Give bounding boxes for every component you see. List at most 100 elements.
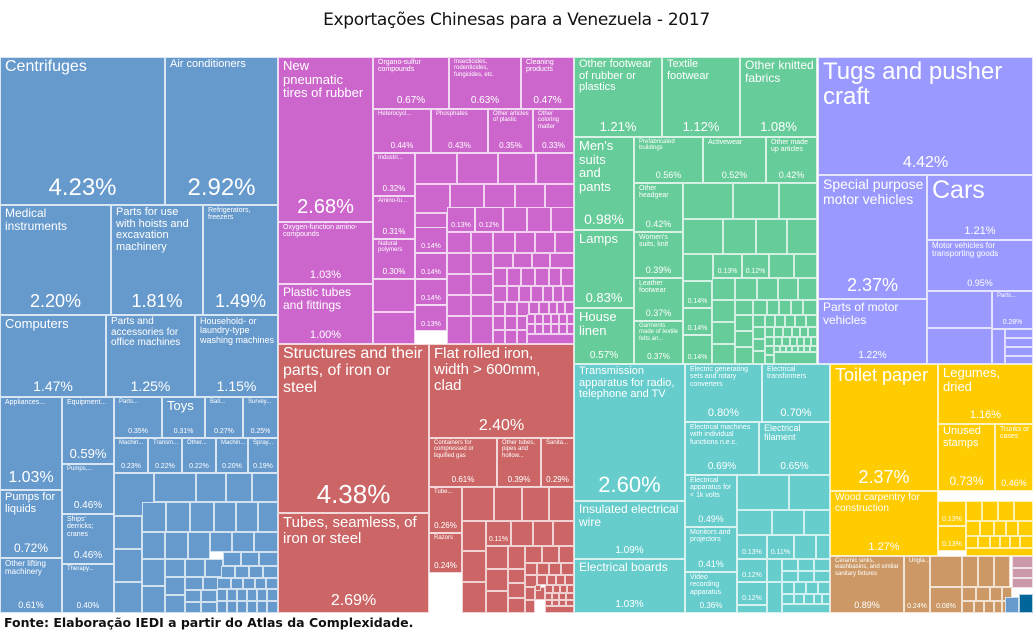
treemap-cell[interactable]: Activewear 0.52%: [703, 137, 766, 183]
treemap-cell[interactable]: Lamps 0.83%: [574, 230, 634, 308]
treemap-cell[interactable]: Equipment... 0.59%: [62, 397, 114, 464]
treemap-cell[interactable]: Wood carpentry for construction 1.27%: [830, 491, 938, 556]
treemap-cell[interactable]: Natural polymers 0.30%: [373, 239, 415, 279]
treemap-cell[interactable]: Tube... 0.26%: [429, 487, 462, 533]
treemap-cell[interactable]: Ball... 0.27%: [205, 397, 243, 438]
treemap-cell[interactable]: New pneumatic tires of rubber 2.68%: [278, 57, 373, 222]
treemap-cell[interactable]: Trunks or cases 0.46%: [995, 424, 1033, 491]
treemap-cell[interactable]: 0.11%: [767, 535, 794, 559]
treemap-cell[interactable]: Legumes, dried 1.16%: [938, 364, 1033, 424]
treemap-cell[interactable]: Air conditioners 2.92%: [165, 57, 278, 205]
treemap-cell[interactable]: Electrical apparatus for < 1k volts 0.49%: [685, 475, 737, 527]
treemap-cell[interactable]: Insecticides, rodenticides, fungicides, …: [449, 57, 521, 109]
treemap-cell[interactable]: 0.13%: [447, 207, 475, 232]
treemap-cell[interactable]: Heterocycl... 0.44%: [373, 109, 431, 153]
treemap-cell[interactable]: 0.14%: [683, 281, 712, 308]
treemap-cell[interactable]: Pumps,... 0.46%: [62, 464, 114, 514]
treemap-cell[interactable]: Women's suits, knit 0.39%: [634, 232, 683, 278]
treemap-cell[interactable]: Other made up articles 0.42%: [766, 137, 817, 183]
treemap-cell[interactable]: Unused stamps 0.73%: [938, 424, 995, 491]
treemap-cell[interactable]: Therapy... 0.40%: [62, 564, 114, 613]
treemap-cell[interactable]: Other footwear of rubber or plastics 1.21…: [574, 57, 662, 137]
treemap-cell[interactable]: 0.14%: [683, 308, 712, 335]
treemap-cell[interactable]: Parts... 0.35%: [114, 397, 162, 438]
treemap-cell[interactable]: Prefabricated buildings 0.56%: [634, 137, 703, 183]
treemap-cell[interactable]: House linen 0.57%: [574, 308, 634, 364]
treemap-cell[interactable]: Cars 1.21%: [927, 175, 1033, 240]
treemap-cell[interactable]: Special purpose motor vehicles 2.37%: [818, 175, 927, 299]
treemap-cell[interactable]: 0.12%: [475, 207, 503, 232]
treemap-cell[interactable]: Parts for use with hoists and excavation…: [111, 205, 203, 315]
treemap-cell[interactable]: Survey... 0.25%: [243, 397, 278, 438]
treemap-cell[interactable]: Garments made of textile felts an... 0.37…: [634, 321, 683, 364]
treemap-cell[interactable]: Monitors and projectors 0.41%: [685, 527, 737, 572]
treemap-cell[interactable]: Electrical boards 1.03%: [574, 559, 685, 613]
treemap-cell[interactable]: 0.14%: [415, 227, 447, 253]
treemap-cell[interactable]: Phosphates 0.43%: [431, 109, 488, 153]
treemap-cell[interactable]: Spray... 0.19%: [248, 438, 278, 473]
treemap-cell[interactable]: Razors 0.24%: [429, 533, 462, 573]
treemap-cell[interactable]: Industri... 0.32%: [373, 153, 415, 196]
treemap-cell[interactable]: Other coloring matter 0.33%: [533, 109, 574, 153]
treemap-cell[interactable]: Other knitted fabrics 1.08%: [740, 57, 817, 137]
treemap-cell[interactable]: Transm... 0.22%: [148, 438, 182, 473]
treemap-cell[interactable]: Other tubes, pipes and hollow... 0.39%: [497, 438, 541, 487]
treemap-cell[interactable]: Machin... 0.20%: [216, 438, 248, 473]
treemap-cell[interactable]: Other headgear 0.42%: [634, 183, 683, 232]
treemap-cell[interactable]: Electric generating sets and rotary conv…: [685, 364, 762, 422]
treemap-cell[interactable]: 0.12%: [737, 582, 767, 605]
treemap-cell[interactable]: 0.11%: [486, 521, 511, 546]
treemap-cell[interactable]: Leather footwear 0.37%: [634, 278, 683, 321]
treemap-cell[interactable]: 0.08%: [930, 587, 962, 613]
treemap-cell[interactable]: Ungla... 0.24%: [904, 556, 930, 613]
treemap-cell[interactable]: Motor vehicles for transporting goods 0.9…: [927, 240, 1033, 291]
treemap-cell[interactable]: Cleaning products 0.47%: [521, 57, 574, 109]
treemap-cell[interactable]: Machin... 0.23%: [114, 438, 148, 473]
treemap-cell[interactable]: Other articles of plastic 0.35%: [488, 109, 533, 153]
treemap-cell[interactable]: Ships' derricks; cranes 0.46%: [62, 514, 114, 564]
treemap-cell[interactable]: Oxygen-function amino-compounds 1.03%: [278, 222, 373, 284]
treemap-cell[interactable]: 0.12%: [742, 254, 769, 278]
treemap-cell[interactable]: Organo-sulfur compounds 0.67%: [373, 57, 449, 109]
treemap-cell[interactable]: Other... 0.22%: [182, 438, 216, 473]
treemap-cell[interactable]: Centrifuges 4.23%: [0, 57, 165, 205]
treemap-cell[interactable]: 0.14%: [683, 335, 712, 364]
treemap-cell[interactable]: Pumps for liquids 0.72%: [0, 490, 62, 558]
treemap-cell[interactable]: Household- or laundry-type washing machi…: [195, 315, 278, 397]
treemap-cell[interactable]: Refrigerators, freezers 1.49%: [203, 205, 278, 315]
treemap-cell[interactable]: Electrical transformers 0.70%: [762, 364, 830, 422]
treemap-cell[interactable]: Parts and accessories for office machine…: [106, 315, 195, 397]
treemap-cell[interactable]: Insulated electrical wire 1.09%: [574, 501, 685, 559]
treemap-cell[interactable]: Ceramic sinks, washbasins, and similar s…: [830, 556, 904, 613]
treemap-cell[interactable]: Transmission apparatus for radio, teleph…: [574, 364, 685, 501]
treemap-cell[interactable]: Medical instruments 2.20%: [0, 205, 111, 315]
treemap-cell[interactable]: Sanita... 0.29%: [541, 438, 574, 487]
treemap-cell[interactable]: 0.13%: [938, 501, 966, 526]
treemap-cell[interactable]: Tugs and pusher craft 4.42%: [818, 57, 1033, 175]
treemap-cell[interactable]: Men's suits and pants 0.98%: [574, 137, 634, 230]
treemap-cell[interactable]: 0.13%: [737, 535, 767, 559]
treemap-cell[interactable]: Toilet paper 2.37%: [830, 364, 938, 491]
treemap-cell[interactable]: Plastic tubes and fittings 1.00%: [278, 284, 373, 344]
treemap-cell[interactable]: 0.13%: [938, 526, 966, 551]
treemap-cell[interactable]: Textile footwear 1.12%: [662, 57, 740, 137]
treemap-cell[interactable]: Parts of motor vehicles 1.22%: [818, 299, 927, 364]
treemap-cell[interactable]: 0.12%: [737, 559, 767, 582]
treemap-cell[interactable]: 0.14%: [415, 279, 447, 305]
treemap-cell[interactable]: Electrical machines with individual func…: [685, 422, 759, 475]
treemap-cell[interactable]: Flat rolled iron, width > 600mm, clad 2.4…: [429, 344, 574, 438]
treemap-cell[interactable]: Tubes, seamless, of iron or steel 2.69%: [278, 513, 429, 613]
treemap-cell[interactable]: Video recording apparatus 0.36%: [685, 572, 737, 613]
treemap-cell[interactable]: Other lifting machinery 0.61%: [0, 558, 62, 613]
treemap-cell[interactable]: Parts... 0.28%: [992, 291, 1033, 329]
treemap-cell[interactable]: 0.14%: [415, 253, 447, 279]
treemap-cell[interactable]: 0.13%: [415, 305, 447, 331]
treemap-cell[interactable]: Appliances... 1.03%: [0, 397, 62, 490]
treemap-cell[interactable]: Electrical filament 0.65%: [759, 422, 830, 475]
treemap-cell[interactable]: Computers 1.47%: [0, 315, 106, 397]
treemap-cell[interactable]: 0.13%: [713, 254, 742, 278]
treemap-cell[interactable]: Structures and their parts, of iron or s…: [278, 344, 429, 513]
treemap-cell[interactable]: Amino-fu... 0.31%: [373, 196, 415, 239]
treemap-cell[interactable]: Toys 0.31%: [162, 397, 205, 438]
treemap-cell[interactable]: Containers for compressed or liquified g…: [429, 438, 497, 487]
